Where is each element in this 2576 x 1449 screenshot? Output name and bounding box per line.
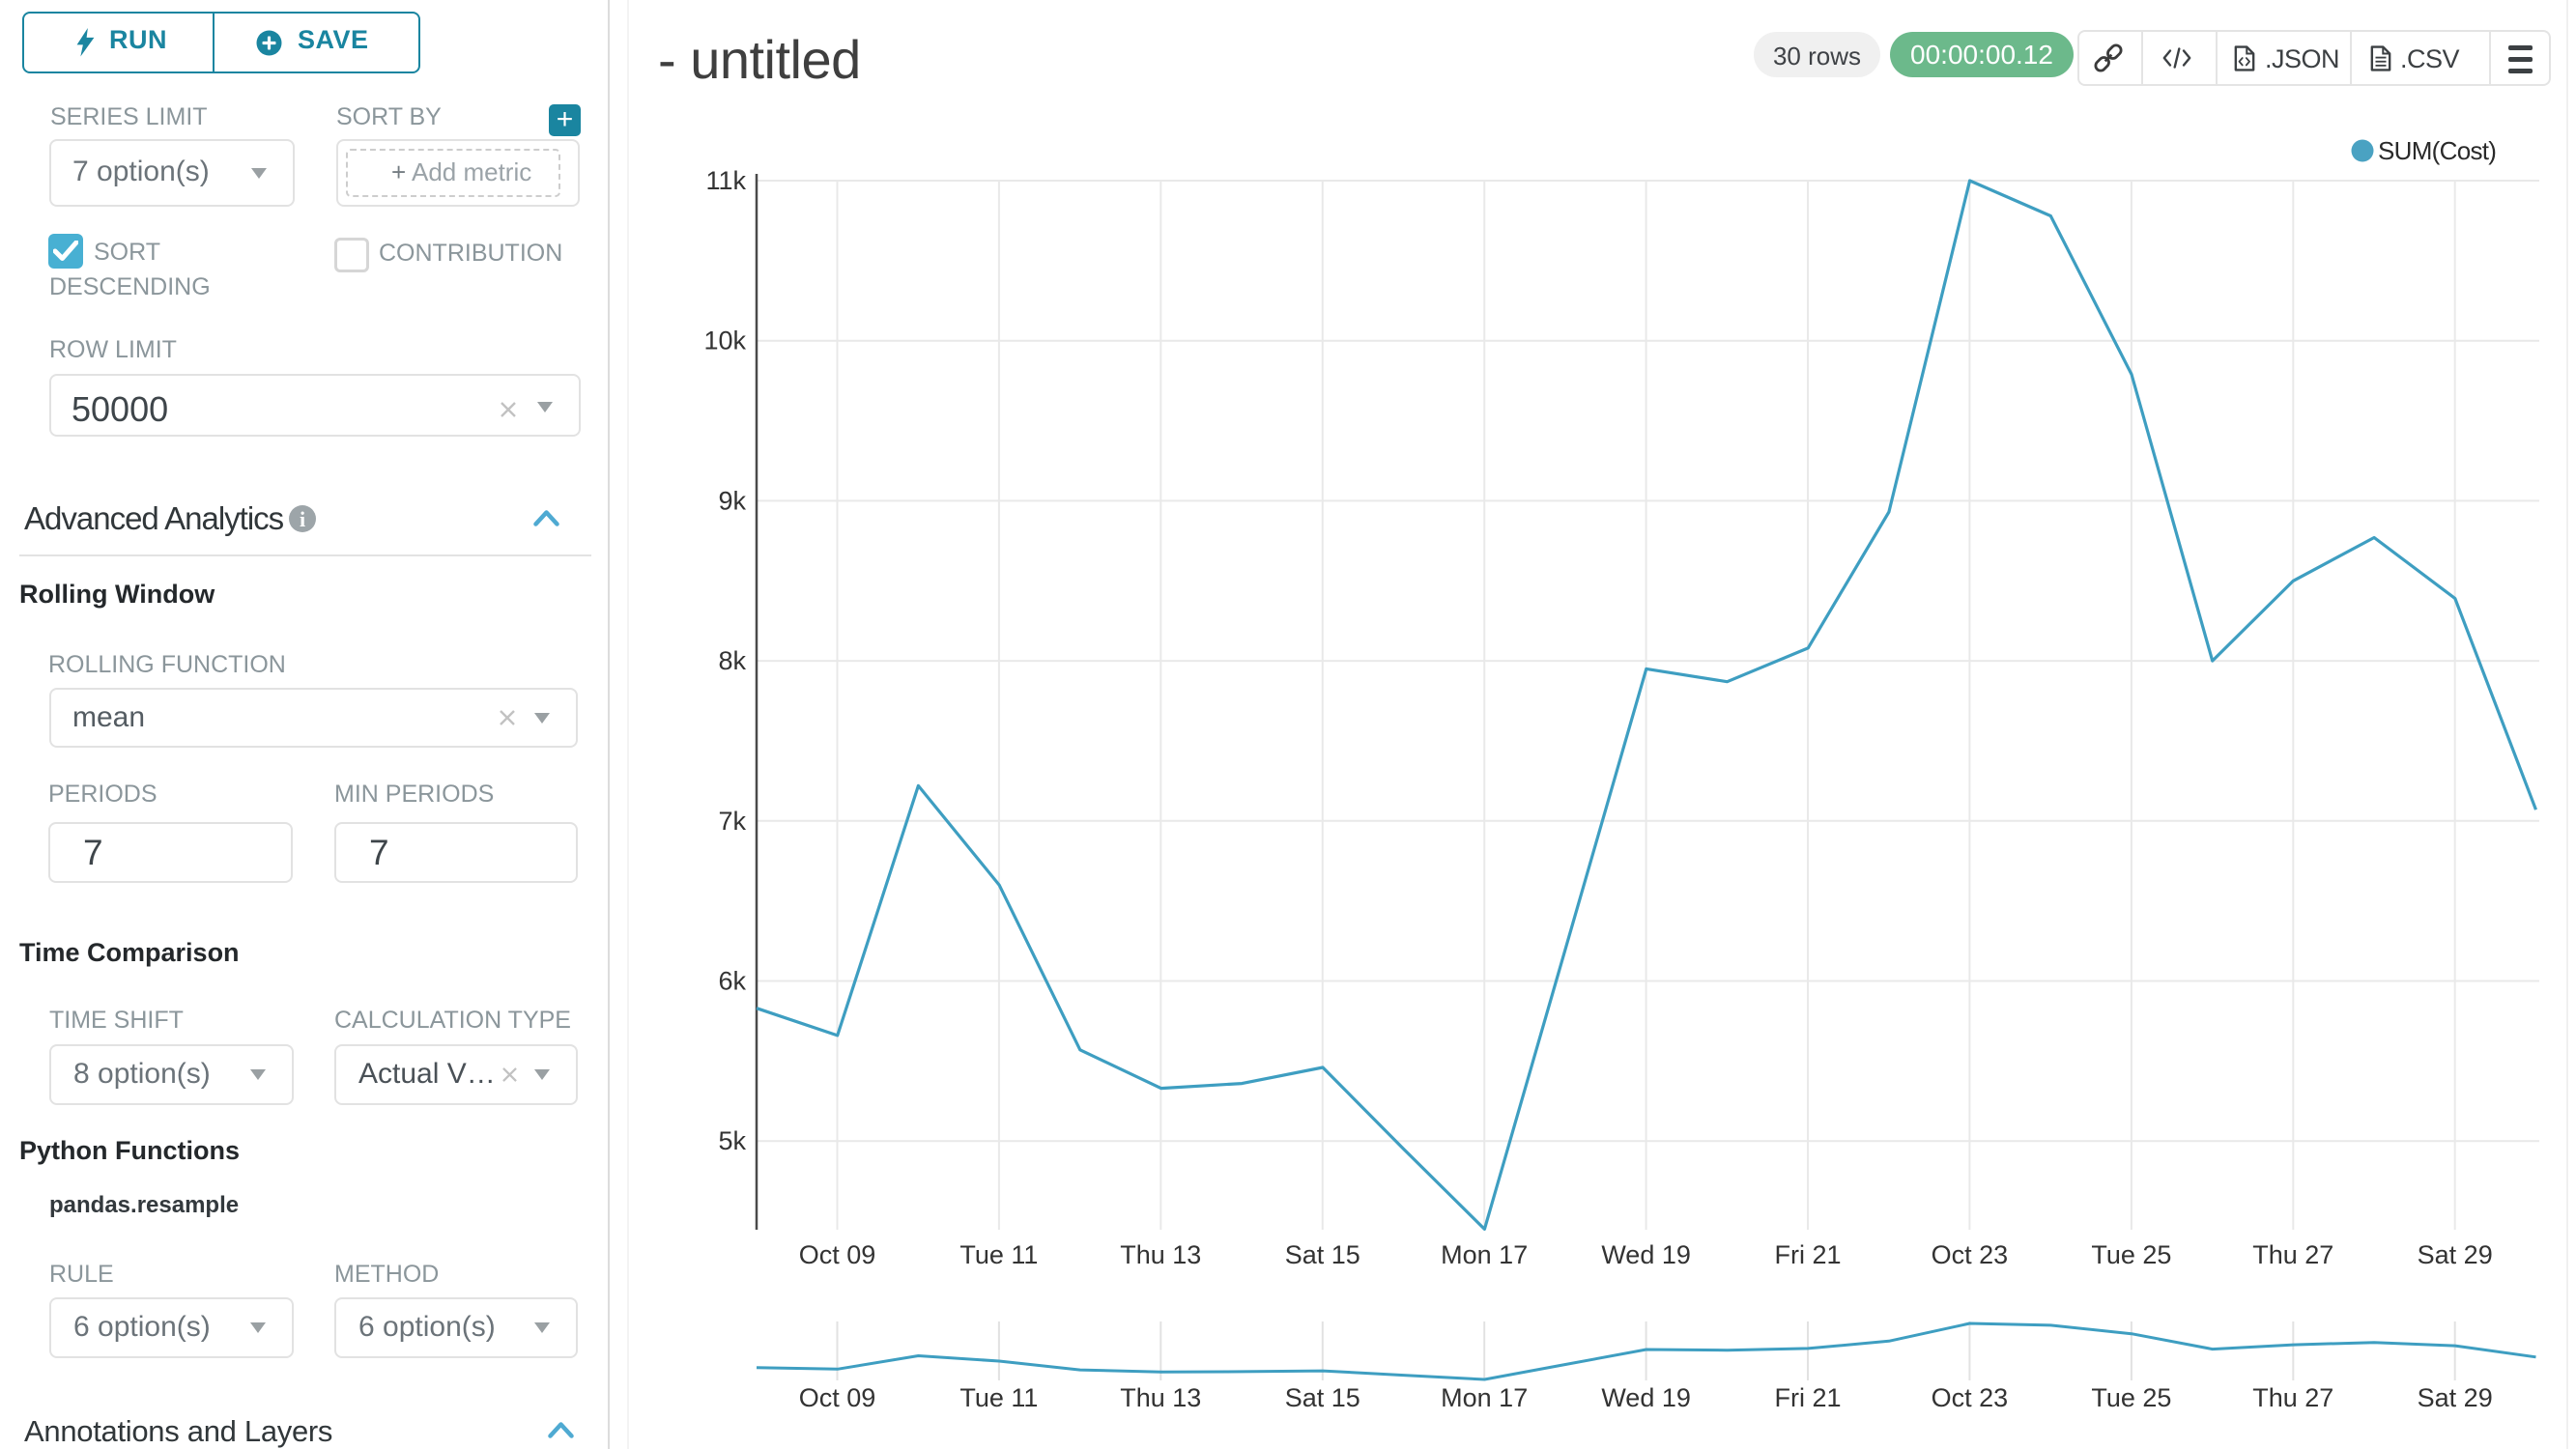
svg-text:Thu 13: Thu 13 bbox=[1120, 1383, 1201, 1412]
svg-text:Tue 25: Tue 25 bbox=[2091, 1383, 2171, 1412]
svg-text:Sat 15: Sat 15 bbox=[1285, 1383, 1360, 1412]
svg-text:Wed 19: Wed 19 bbox=[1601, 1240, 1691, 1269]
svg-text:Oct 09: Oct 09 bbox=[799, 1240, 876, 1269]
svg-text:Sat 29: Sat 29 bbox=[2418, 1240, 2493, 1269]
svg-text:10k: 10k bbox=[703, 327, 746, 355]
svg-text:Fri 21: Fri 21 bbox=[1774, 1240, 1841, 1269]
svg-text:Oct 23: Oct 23 bbox=[1932, 1383, 2009, 1412]
svg-text:Thu 27: Thu 27 bbox=[2252, 1383, 2333, 1412]
svg-text:Tue 25: Tue 25 bbox=[2091, 1240, 2171, 1269]
svg-text:Tue 11: Tue 11 bbox=[959, 1240, 1038, 1269]
svg-text:Fri 21: Fri 21 bbox=[1774, 1383, 1841, 1412]
svg-text:Thu 27: Thu 27 bbox=[2252, 1240, 2333, 1269]
svg-text:9k: 9k bbox=[718, 486, 746, 515]
svg-text:11k: 11k bbox=[705, 166, 746, 195]
svg-text:i: i bbox=[300, 507, 305, 531]
svg-text:Sat 15: Sat 15 bbox=[1285, 1240, 1360, 1269]
svg-text:SUM(Cost): SUM(Cost) bbox=[2378, 136, 2496, 165]
svg-text:5k: 5k bbox=[718, 1126, 746, 1155]
svg-text:Mon 17: Mon 17 bbox=[1441, 1383, 1528, 1412]
svg-text:Tue 11: Tue 11 bbox=[959, 1383, 1038, 1412]
svg-text:Oct 23: Oct 23 bbox=[1932, 1240, 2009, 1269]
svg-text:Sat 29: Sat 29 bbox=[2418, 1383, 2493, 1412]
svg-text:Wed 19: Wed 19 bbox=[1601, 1383, 1691, 1412]
svg-text:7k: 7k bbox=[718, 807, 746, 836]
svg-text:Oct 09: Oct 09 bbox=[799, 1383, 876, 1412]
svg-text:Thu 13: Thu 13 bbox=[1120, 1240, 1201, 1269]
svg-text:6k: 6k bbox=[718, 967, 746, 996]
svg-text:8k: 8k bbox=[718, 646, 746, 675]
svg-text:Mon 17: Mon 17 bbox=[1441, 1240, 1528, 1269]
